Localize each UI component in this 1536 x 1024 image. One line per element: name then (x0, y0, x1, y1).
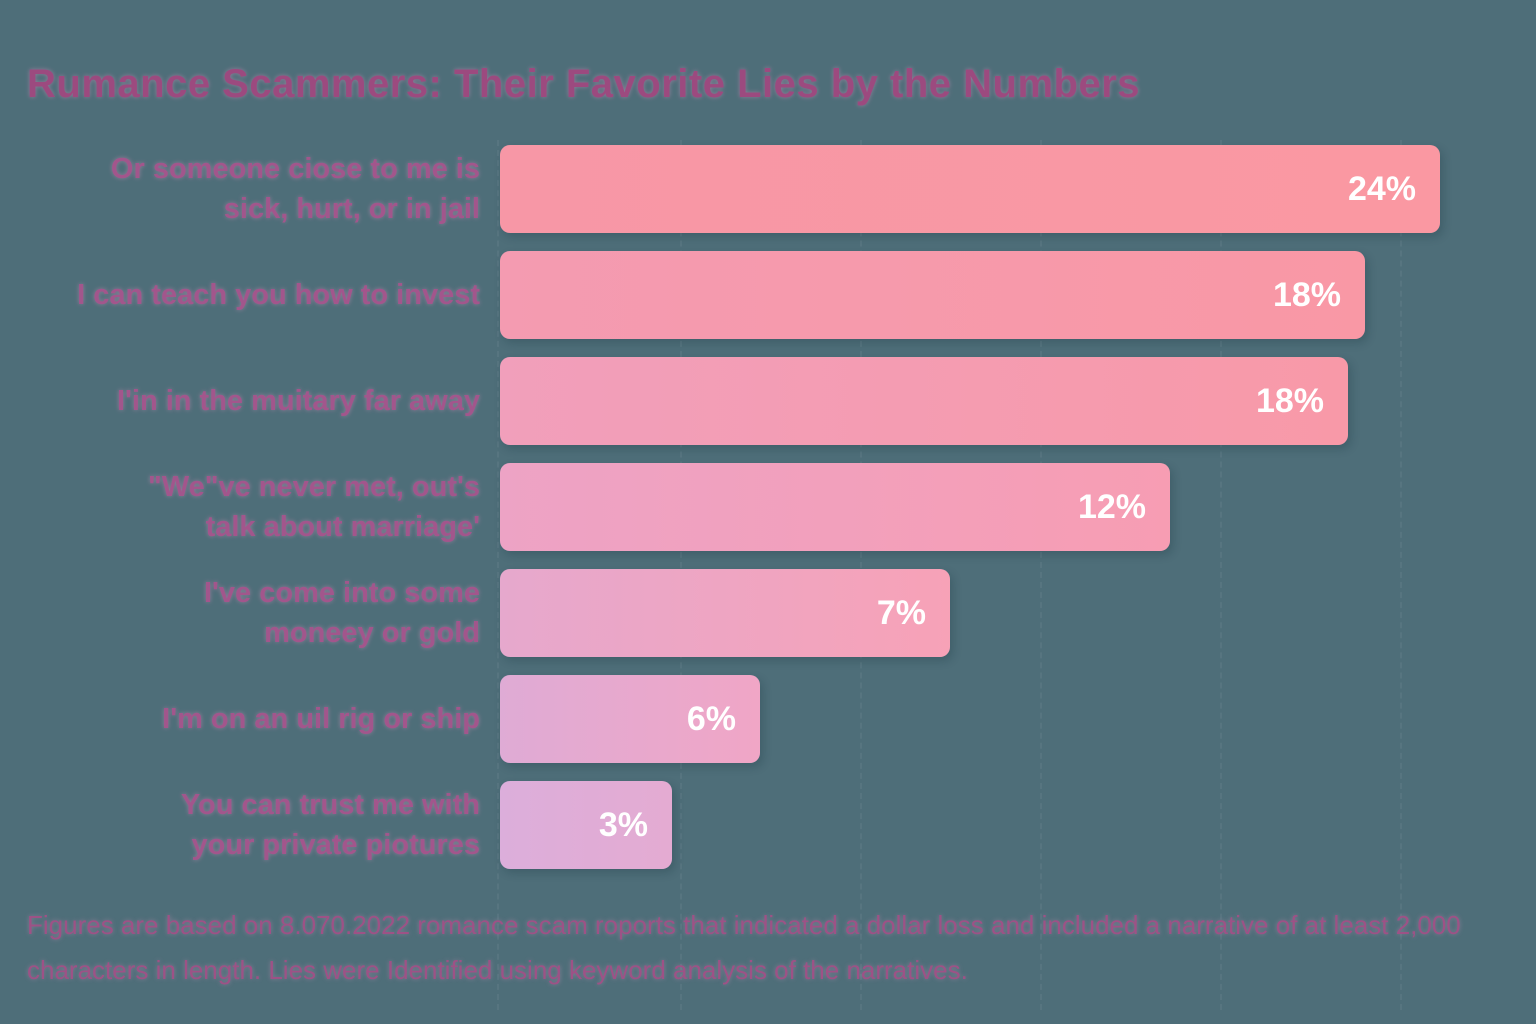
bar: 24% (500, 145, 1440, 233)
bar-row: Or someone ciose to me is sick, hurt, or… (27, 145, 1509, 233)
bar-row: "We"ve never met, out's talk about marri… (27, 463, 1509, 551)
footnote: Figures are based on 8.070.2022 romance … (27, 910, 1461, 985)
bar: 3% (500, 781, 672, 869)
value-label: 18% (1272, 275, 1341, 314)
bar: 12% (500, 463, 1170, 551)
category-label: You can trust me with your private piotu… (180, 789, 480, 861)
bar: 18% (500, 357, 1348, 445)
value-label: 18% (1255, 381, 1324, 420)
category-label: Or someone ciose to me is sick, hurt, or… (110, 153, 480, 225)
category-label: I'in in the muitary far away (116, 385, 480, 417)
value-label: 6% (686, 699, 736, 738)
chart-title: Rumance Scammers: Their Favorite Lies by… (27, 62, 1141, 106)
value-label: 3% (598, 805, 648, 844)
bar-row: You can trust me with your private piotu… (27, 781, 1509, 869)
bar: 18% (500, 251, 1365, 339)
bar: 6% (500, 675, 760, 763)
value-label: 7% (876, 593, 926, 632)
bar-row: I've come into some moneey or gold 7% (27, 569, 1509, 657)
bar-row: I can teach you how to invest 18% (27, 251, 1509, 339)
infographic: Rumance Scammers: Their Favorite Lies by… (27, 62, 1509, 985)
category-label: I can teach you how to invest (77, 279, 480, 311)
category-label: I'm on an uil rig or ship (162, 703, 480, 735)
bar-chart: Or someone ciose to me is sick, hurt, or… (27, 145, 1509, 869)
category-label: "We"ve never met, out's talk about marri… (147, 471, 480, 543)
category-label: I've come into some moneey or gold (203, 577, 480, 649)
value-label: 24% (1347, 169, 1416, 208)
bar-row: I'in in the muitary far away 18% (27, 357, 1509, 445)
value-label: 12% (1077, 487, 1146, 526)
bar: 7% (500, 569, 950, 657)
bar-row: I'm on an uil rig or ship 6% (27, 675, 1509, 763)
